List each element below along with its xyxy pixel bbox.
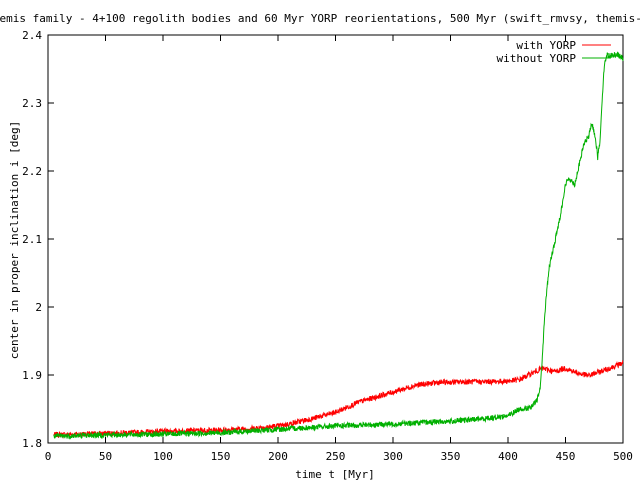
plot-frame: [47, 34, 624, 444]
y-tick-label: 2.1: [22, 233, 42, 246]
y-tick-label: 1.8: [22, 437, 42, 450]
y-tick-label: 2.3: [22, 97, 42, 110]
x-tick-label: 400: [498, 450, 518, 463]
x-tick-label: 50: [99, 450, 112, 463]
x-tick-label: 500: [613, 450, 633, 463]
y-tick-label: 1.9: [22, 369, 42, 382]
y-tick-label: 2: [35, 301, 42, 314]
series-line-without-yorp: [53, 51, 624, 440]
series-line-with-yorp: [53, 360, 624, 439]
x-tick-label: 0: [45, 450, 52, 463]
legend-label-with-yorp: with YORP: [516, 39, 576, 52]
x-tick-label: 300: [383, 450, 403, 463]
x-tick-label: 100: [153, 450, 173, 463]
chart-title: Themis family - 4+100 regolith bodies an…: [0, 12, 640, 25]
x-tick-label: 150: [211, 450, 231, 463]
y-tick-label: 2.4: [22, 29, 42, 42]
x-tick-label: 450: [556, 450, 576, 463]
legend-label-without-yorp: without YORP: [497, 52, 577, 65]
y-axis-label: center in proper inclination i [deg]: [8, 121, 21, 359]
x-tick-label: 250: [326, 450, 346, 463]
x-tick-label: 350: [441, 450, 461, 463]
x-tick-label: 200: [268, 450, 288, 463]
x-axis-label: time t [Myr]: [295, 468, 374, 480]
y-tick-label: 2.2: [22, 165, 42, 178]
